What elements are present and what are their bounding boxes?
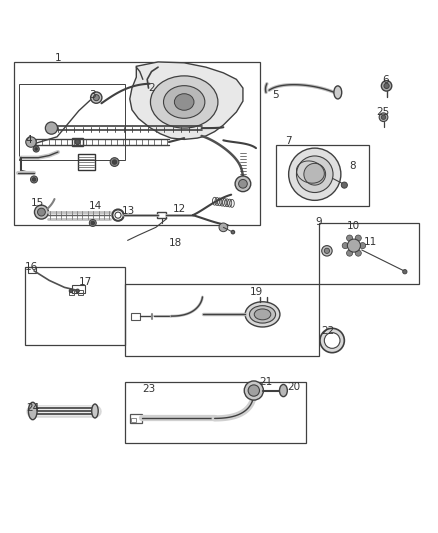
Polygon shape (130, 62, 243, 140)
Text: 16: 16 (25, 262, 38, 271)
Ellipse shape (174, 94, 194, 110)
Text: 17: 17 (79, 277, 92, 287)
Circle shape (297, 156, 333, 192)
Text: 14: 14 (88, 201, 102, 212)
Bar (66, 408, 70, 414)
Bar (130, 414, 142, 423)
Circle shape (355, 250, 361, 256)
Circle shape (91, 92, 102, 103)
Text: 4: 4 (25, 135, 32, 146)
Bar (72, 285, 85, 293)
Bar (69, 289, 74, 295)
Text: 2: 2 (148, 83, 155, 93)
Ellipse shape (245, 302, 280, 327)
Ellipse shape (92, 404, 98, 418)
Circle shape (35, 205, 48, 219)
Circle shape (75, 140, 80, 144)
Circle shape (219, 223, 228, 232)
Circle shape (360, 243, 366, 249)
Text: 10: 10 (346, 221, 360, 231)
Ellipse shape (150, 76, 218, 128)
Circle shape (346, 250, 353, 256)
Text: 15: 15 (31, 198, 44, 208)
Bar (319, 223, 419, 284)
Text: 11: 11 (364, 237, 377, 247)
Circle shape (110, 158, 119, 166)
Bar (78, 289, 83, 295)
Circle shape (32, 177, 36, 181)
Circle shape (381, 115, 386, 119)
Circle shape (324, 333, 340, 349)
Text: 22: 22 (321, 326, 335, 336)
Bar (28, 267, 36, 273)
Circle shape (113, 160, 117, 164)
Circle shape (324, 248, 329, 254)
Circle shape (93, 94, 99, 101)
Text: 25: 25 (376, 107, 389, 117)
Text: 23: 23 (143, 384, 156, 394)
Text: 7: 7 (285, 136, 292, 146)
Circle shape (33, 146, 39, 152)
Text: 24: 24 (26, 403, 39, 413)
Ellipse shape (250, 305, 276, 323)
Circle shape (403, 270, 407, 274)
Circle shape (322, 246, 332, 256)
Circle shape (89, 220, 96, 227)
Ellipse shape (279, 384, 287, 397)
Circle shape (304, 163, 325, 185)
Ellipse shape (334, 86, 342, 99)
Text: 6: 6 (382, 75, 389, 85)
Bar (72, 138, 83, 147)
Circle shape (26, 137, 36, 147)
Text: 9: 9 (315, 217, 321, 227)
Ellipse shape (254, 309, 271, 320)
Circle shape (248, 385, 259, 396)
Text: 18: 18 (169, 238, 182, 247)
Circle shape (347, 239, 360, 252)
Bar (60, 408, 64, 414)
Circle shape (69, 289, 73, 293)
Ellipse shape (163, 86, 205, 118)
Text: 13: 13 (122, 206, 135, 216)
Circle shape (381, 80, 392, 91)
Circle shape (76, 289, 79, 293)
Circle shape (239, 180, 247, 188)
Bar (131, 418, 136, 422)
Circle shape (31, 176, 38, 183)
Circle shape (235, 176, 251, 192)
Bar (78, 154, 95, 170)
Bar (125, 284, 319, 356)
Circle shape (91, 221, 95, 225)
Bar (276, 144, 369, 206)
Bar (19, 84, 125, 160)
Circle shape (289, 148, 341, 200)
Circle shape (379, 113, 388, 122)
Bar (131, 313, 140, 320)
Bar (25, 266, 125, 345)
Bar (125, 382, 306, 443)
Text: 5: 5 (272, 90, 279, 100)
Circle shape (46, 122, 57, 134)
Circle shape (35, 148, 38, 150)
Text: 12: 12 (172, 204, 186, 214)
Circle shape (320, 328, 344, 353)
Circle shape (244, 381, 263, 400)
Circle shape (38, 208, 46, 216)
Circle shape (346, 235, 353, 241)
Circle shape (231, 230, 235, 234)
Text: 19: 19 (250, 287, 264, 297)
Ellipse shape (28, 402, 37, 419)
Bar (157, 212, 166, 218)
Circle shape (384, 83, 389, 88)
Text: 8: 8 (350, 161, 357, 172)
Circle shape (341, 182, 347, 188)
Circle shape (342, 243, 348, 249)
Bar (14, 62, 260, 225)
Text: 3: 3 (89, 90, 96, 100)
Text: 1: 1 (55, 53, 61, 63)
Circle shape (355, 235, 361, 241)
Text: 21: 21 (259, 377, 272, 387)
Text: 20: 20 (288, 383, 301, 392)
